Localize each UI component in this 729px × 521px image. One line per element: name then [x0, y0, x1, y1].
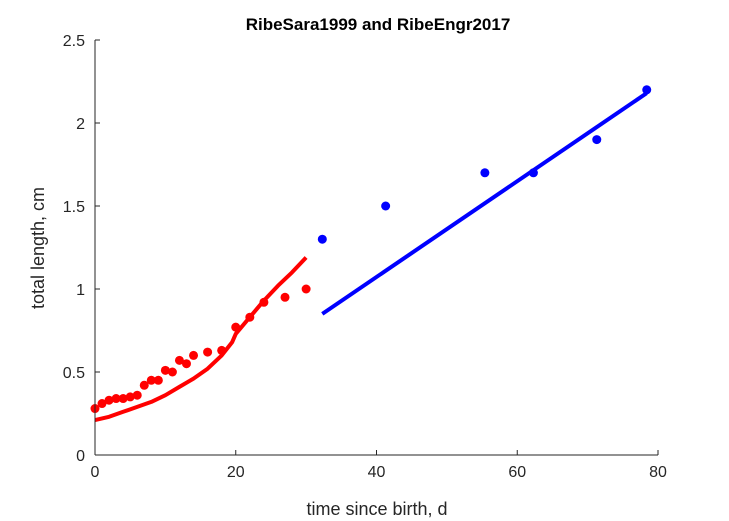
data-point — [642, 85, 652, 95]
data-point — [528, 168, 538, 178]
data-point — [217, 345, 227, 355]
data-point — [203, 347, 213, 357]
plot-area: 0 20 40 60 80 0 0.5 1 1.5 2 2.5 — [63, 33, 667, 481]
data-point — [317, 234, 327, 244]
y-axis-label: total length, cm — [28, 187, 48, 309]
series-1 — [90, 256, 311, 423]
x-tick-label: 0 — [91, 464, 100, 481]
data-point — [153, 375, 163, 385]
data-point — [189, 350, 199, 360]
data-point — [111, 394, 121, 404]
data-point — [480, 168, 490, 178]
series-2 — [317, 85, 652, 316]
data-point — [146, 375, 156, 385]
y-tick-label: 0 — [76, 448, 85, 465]
data-point — [181, 359, 191, 369]
x-tick-label: 40 — [368, 464, 386, 481]
data-point — [381, 201, 391, 211]
series-line — [94, 256, 308, 423]
data-point — [259, 297, 269, 307]
y-tick-label: 1 — [76, 282, 85, 299]
data-point — [280, 292, 290, 302]
y-tick-label: 1.5 — [63, 199, 85, 216]
y-ticks: 0 0.5 1 1.5 2 2.5 — [63, 33, 100, 465]
x-tick-label: 80 — [649, 464, 667, 481]
data-point — [125, 392, 135, 402]
data-point — [231, 322, 241, 332]
y-tick-label: 2.5 — [63, 33, 85, 50]
data-point — [160, 365, 170, 375]
data-point — [167, 367, 177, 377]
data-point — [139, 380, 149, 390]
y-tick-label: 2 — [76, 116, 85, 133]
x-axis-label: time since birth, d — [306, 499, 447, 519]
data-point — [245, 312, 255, 322]
series-line — [321, 91, 648, 316]
data-point — [118, 394, 128, 404]
data-point — [97, 399, 107, 409]
x-ticks: 0 20 40 60 80 — [91, 450, 667, 481]
chart-title: RibeSara1999 and RibeEngr2017 — [246, 15, 511, 34]
data-point — [301, 284, 311, 294]
data-point — [592, 135, 602, 145]
data-point — [104, 395, 114, 405]
series-layer — [90, 85, 652, 423]
x-tick-label: 60 — [508, 464, 526, 481]
data-point — [132, 390, 142, 400]
x-tick-label: 20 — [227, 464, 245, 481]
data-point — [174, 355, 184, 365]
y-tick-label: 0.5 — [63, 365, 85, 382]
